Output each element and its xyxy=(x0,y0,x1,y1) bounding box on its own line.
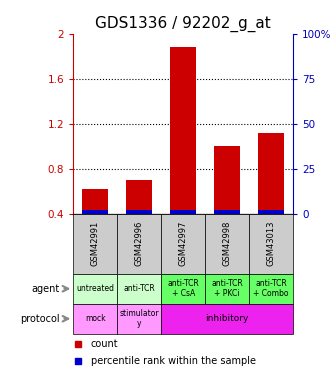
Text: mock: mock xyxy=(85,314,106,323)
Bar xyxy=(205,214,249,274)
Bar xyxy=(214,146,240,214)
Bar xyxy=(82,210,109,214)
Bar xyxy=(249,214,293,274)
Bar xyxy=(258,133,284,214)
Bar xyxy=(126,180,153,214)
Text: stimulator
y: stimulator y xyxy=(120,309,159,328)
Bar xyxy=(161,214,205,274)
Text: GSM42997: GSM42997 xyxy=(178,221,188,266)
Bar xyxy=(258,210,284,214)
Title: GDS1336 / 92202_g_at: GDS1336 / 92202_g_at xyxy=(95,16,271,32)
Bar xyxy=(170,210,196,214)
Text: GSM43013: GSM43013 xyxy=(266,221,276,267)
Text: percentile rank within the sample: percentile rank within the sample xyxy=(91,356,256,366)
Bar xyxy=(214,210,240,214)
Bar xyxy=(117,214,161,274)
Text: GSM42991: GSM42991 xyxy=(91,221,100,266)
Bar xyxy=(117,274,161,304)
Text: inhibitory: inhibitory xyxy=(205,314,249,323)
Text: anti-TCR: anti-TCR xyxy=(123,284,155,293)
Bar xyxy=(161,304,293,334)
Bar xyxy=(161,274,205,304)
Text: anti-TCR
+ CsA: anti-TCR + CsA xyxy=(167,279,199,298)
Bar xyxy=(73,304,117,334)
Bar xyxy=(117,304,161,334)
Text: anti-TCR
+ Combo: anti-TCR + Combo xyxy=(253,279,289,298)
Bar xyxy=(126,210,153,214)
Text: protocol: protocol xyxy=(20,314,60,324)
Text: anti-TCR
+ PKCi: anti-TCR + PKCi xyxy=(211,279,243,298)
Bar xyxy=(249,274,293,304)
Text: GSM42996: GSM42996 xyxy=(135,221,144,266)
Text: untreated: untreated xyxy=(76,284,114,293)
Bar xyxy=(205,274,249,304)
Text: agent: agent xyxy=(32,284,60,294)
Bar xyxy=(170,47,196,214)
Text: GSM42998: GSM42998 xyxy=(222,221,232,266)
Text: count: count xyxy=(91,339,119,349)
Bar xyxy=(73,214,117,274)
Bar xyxy=(82,189,109,214)
Bar xyxy=(73,274,117,304)
